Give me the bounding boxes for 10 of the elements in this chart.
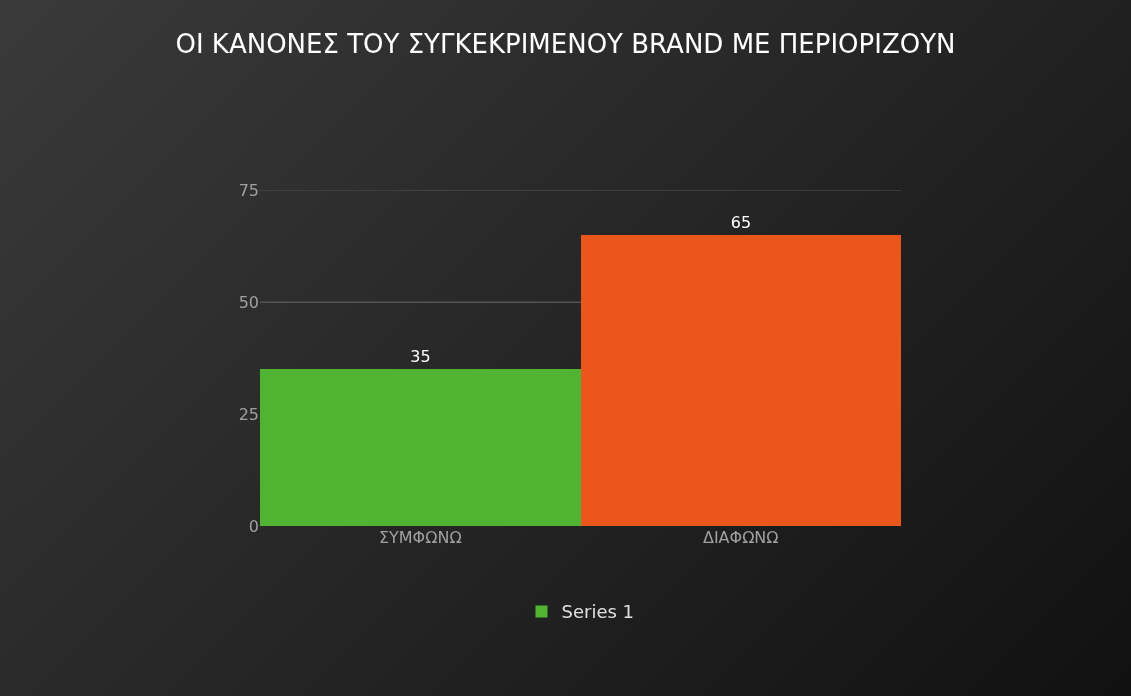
y-tick-label: 25 bbox=[238, 404, 259, 424]
legend-label: Series 1 bbox=[561, 601, 635, 623]
x-tick-label: ΔΙΑΦΩΝΩ bbox=[702, 528, 779, 547]
y-tick-label: 50 bbox=[238, 292, 259, 312]
data-label: 65 bbox=[730, 213, 752, 232]
x-tick-label: ΣΥΜΦΩΝΩ bbox=[378, 528, 462, 547]
y-tick-label: 75 bbox=[238, 180, 259, 200]
data-label: 35 bbox=[410, 347, 431, 366]
y-tick-label: 0 bbox=[248, 516, 259, 536]
chart-title: ΟΙ ΚΑΝΟΝΕΣ ΤΟΥ ΣΥΓΚΕΚΡΙΜΕΝΟΥ BRAND ΜΕ ΠΕΡΙΟΡΙΖΟΥΝ bbox=[175, 29, 956, 59]
